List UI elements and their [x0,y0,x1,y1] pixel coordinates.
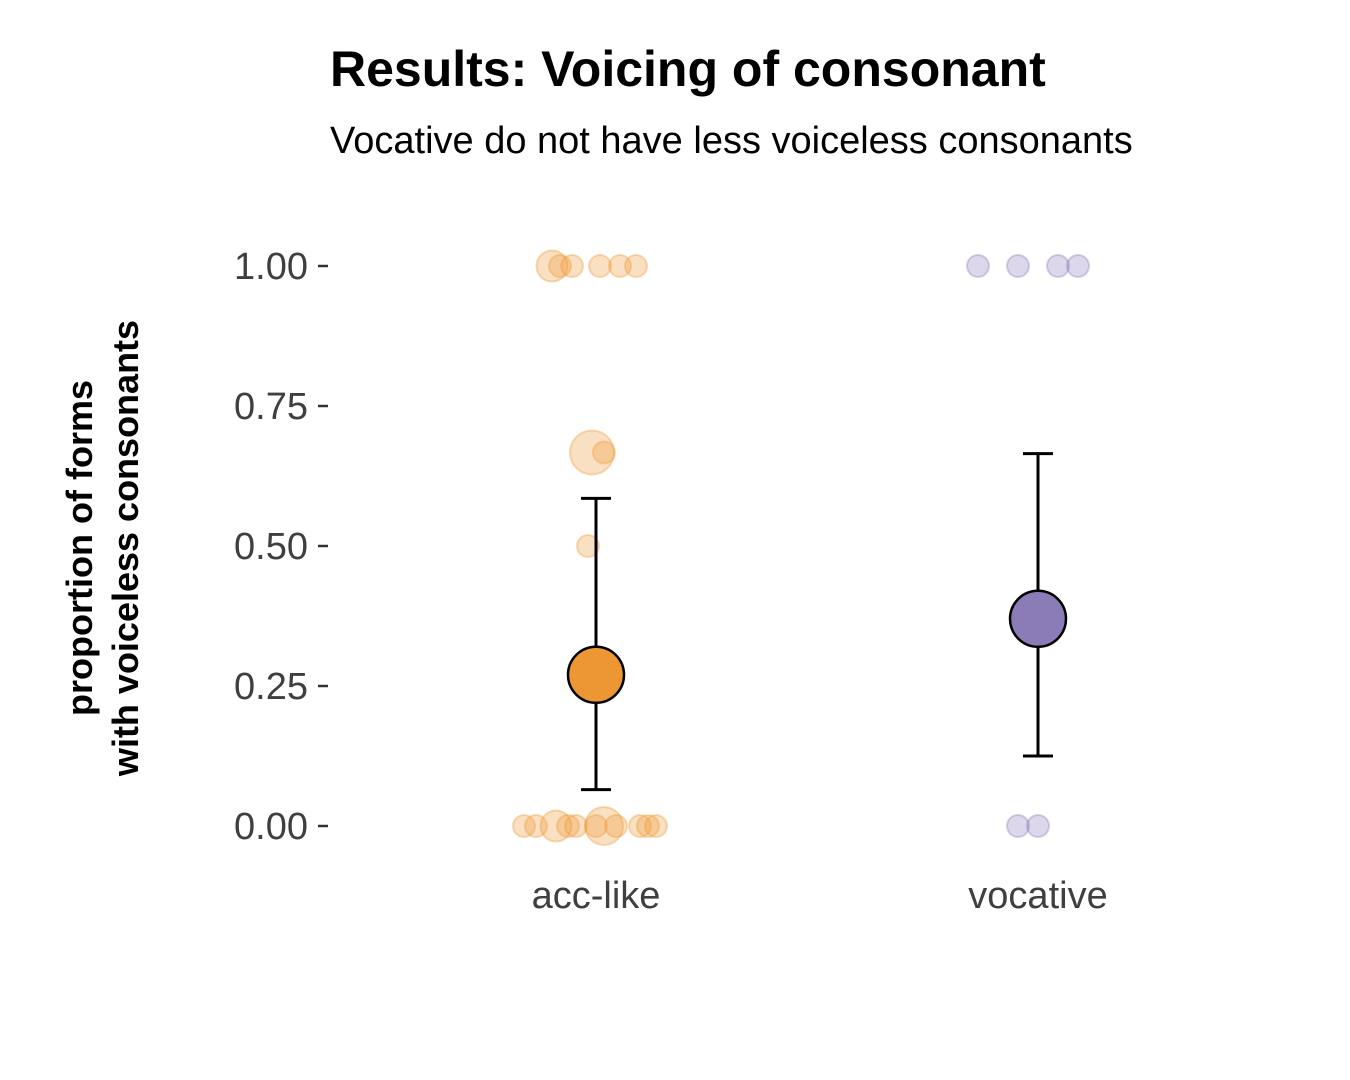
observation-point [1066,254,1090,278]
observation-point [560,254,584,278]
observation-point [1006,254,1030,278]
observation-point [604,814,628,838]
observation-point [1006,814,1030,838]
observation-point [512,814,536,838]
observation-point [966,254,990,278]
observation-point [592,440,616,465]
observation-point [644,814,668,838]
y-axis: 0.00 0.25 0.50 0.75 1.00 [234,246,328,848]
observation-point [564,814,588,838]
y-axis-title: proportion of forms with voiceless conson… [59,320,146,777]
observation-point [539,809,573,843]
observation-point [535,249,569,283]
observation-points [512,249,1090,847]
observation-point [583,805,625,847]
observation-point [1046,254,1070,278]
y-tick-label: 0.75 [234,386,308,428]
observation-point [569,429,615,476]
observation-point [524,814,548,838]
observation-point [636,814,660,838]
y-axis-title-line: with voiceless consonants [105,320,146,777]
x-axis: acc-like vocative [532,875,1108,917]
x-tick-label: acc-like [532,875,661,917]
observation-point [556,814,580,838]
observation-point [588,254,612,278]
mean-point [1008,589,1068,649]
observation-point [628,814,652,838]
observation-point [1026,814,1050,838]
chart-subtitle: Vocative do not have less voiceless cons… [330,120,1133,162]
y-tick-label: 0.00 [234,806,308,848]
observation-point [624,254,648,278]
mean-point [566,645,626,705]
y-tick-label: 1.00 [234,246,308,288]
chart-title: Results: Voicing of consonant [330,41,1046,97]
observation-point [548,254,572,278]
y-axis-title-text: proportion of forms with voiceless conson… [59,320,146,777]
observation-point [576,534,600,558]
y-tick-label: 0.25 [234,666,308,708]
y-axis-title-line: proportion of forms [59,380,100,716]
observation-point [584,814,608,838]
summary-marks [566,452,1068,792]
observation-point [608,254,632,278]
x-tick-label: vocative [968,875,1107,917]
y-tick-label: 0.50 [234,526,308,568]
